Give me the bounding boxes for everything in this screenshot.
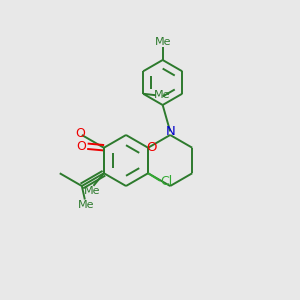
Text: Me: Me [154,90,170,100]
Text: Cl: Cl [160,175,173,188]
Text: Me: Me [84,186,100,196]
Text: O: O [146,141,157,154]
Text: O: O [76,140,86,153]
Text: N: N [165,125,175,139]
Text: Me: Me [154,37,171,47]
Text: O: O [75,127,85,140]
Text: Me: Me [78,200,94,210]
